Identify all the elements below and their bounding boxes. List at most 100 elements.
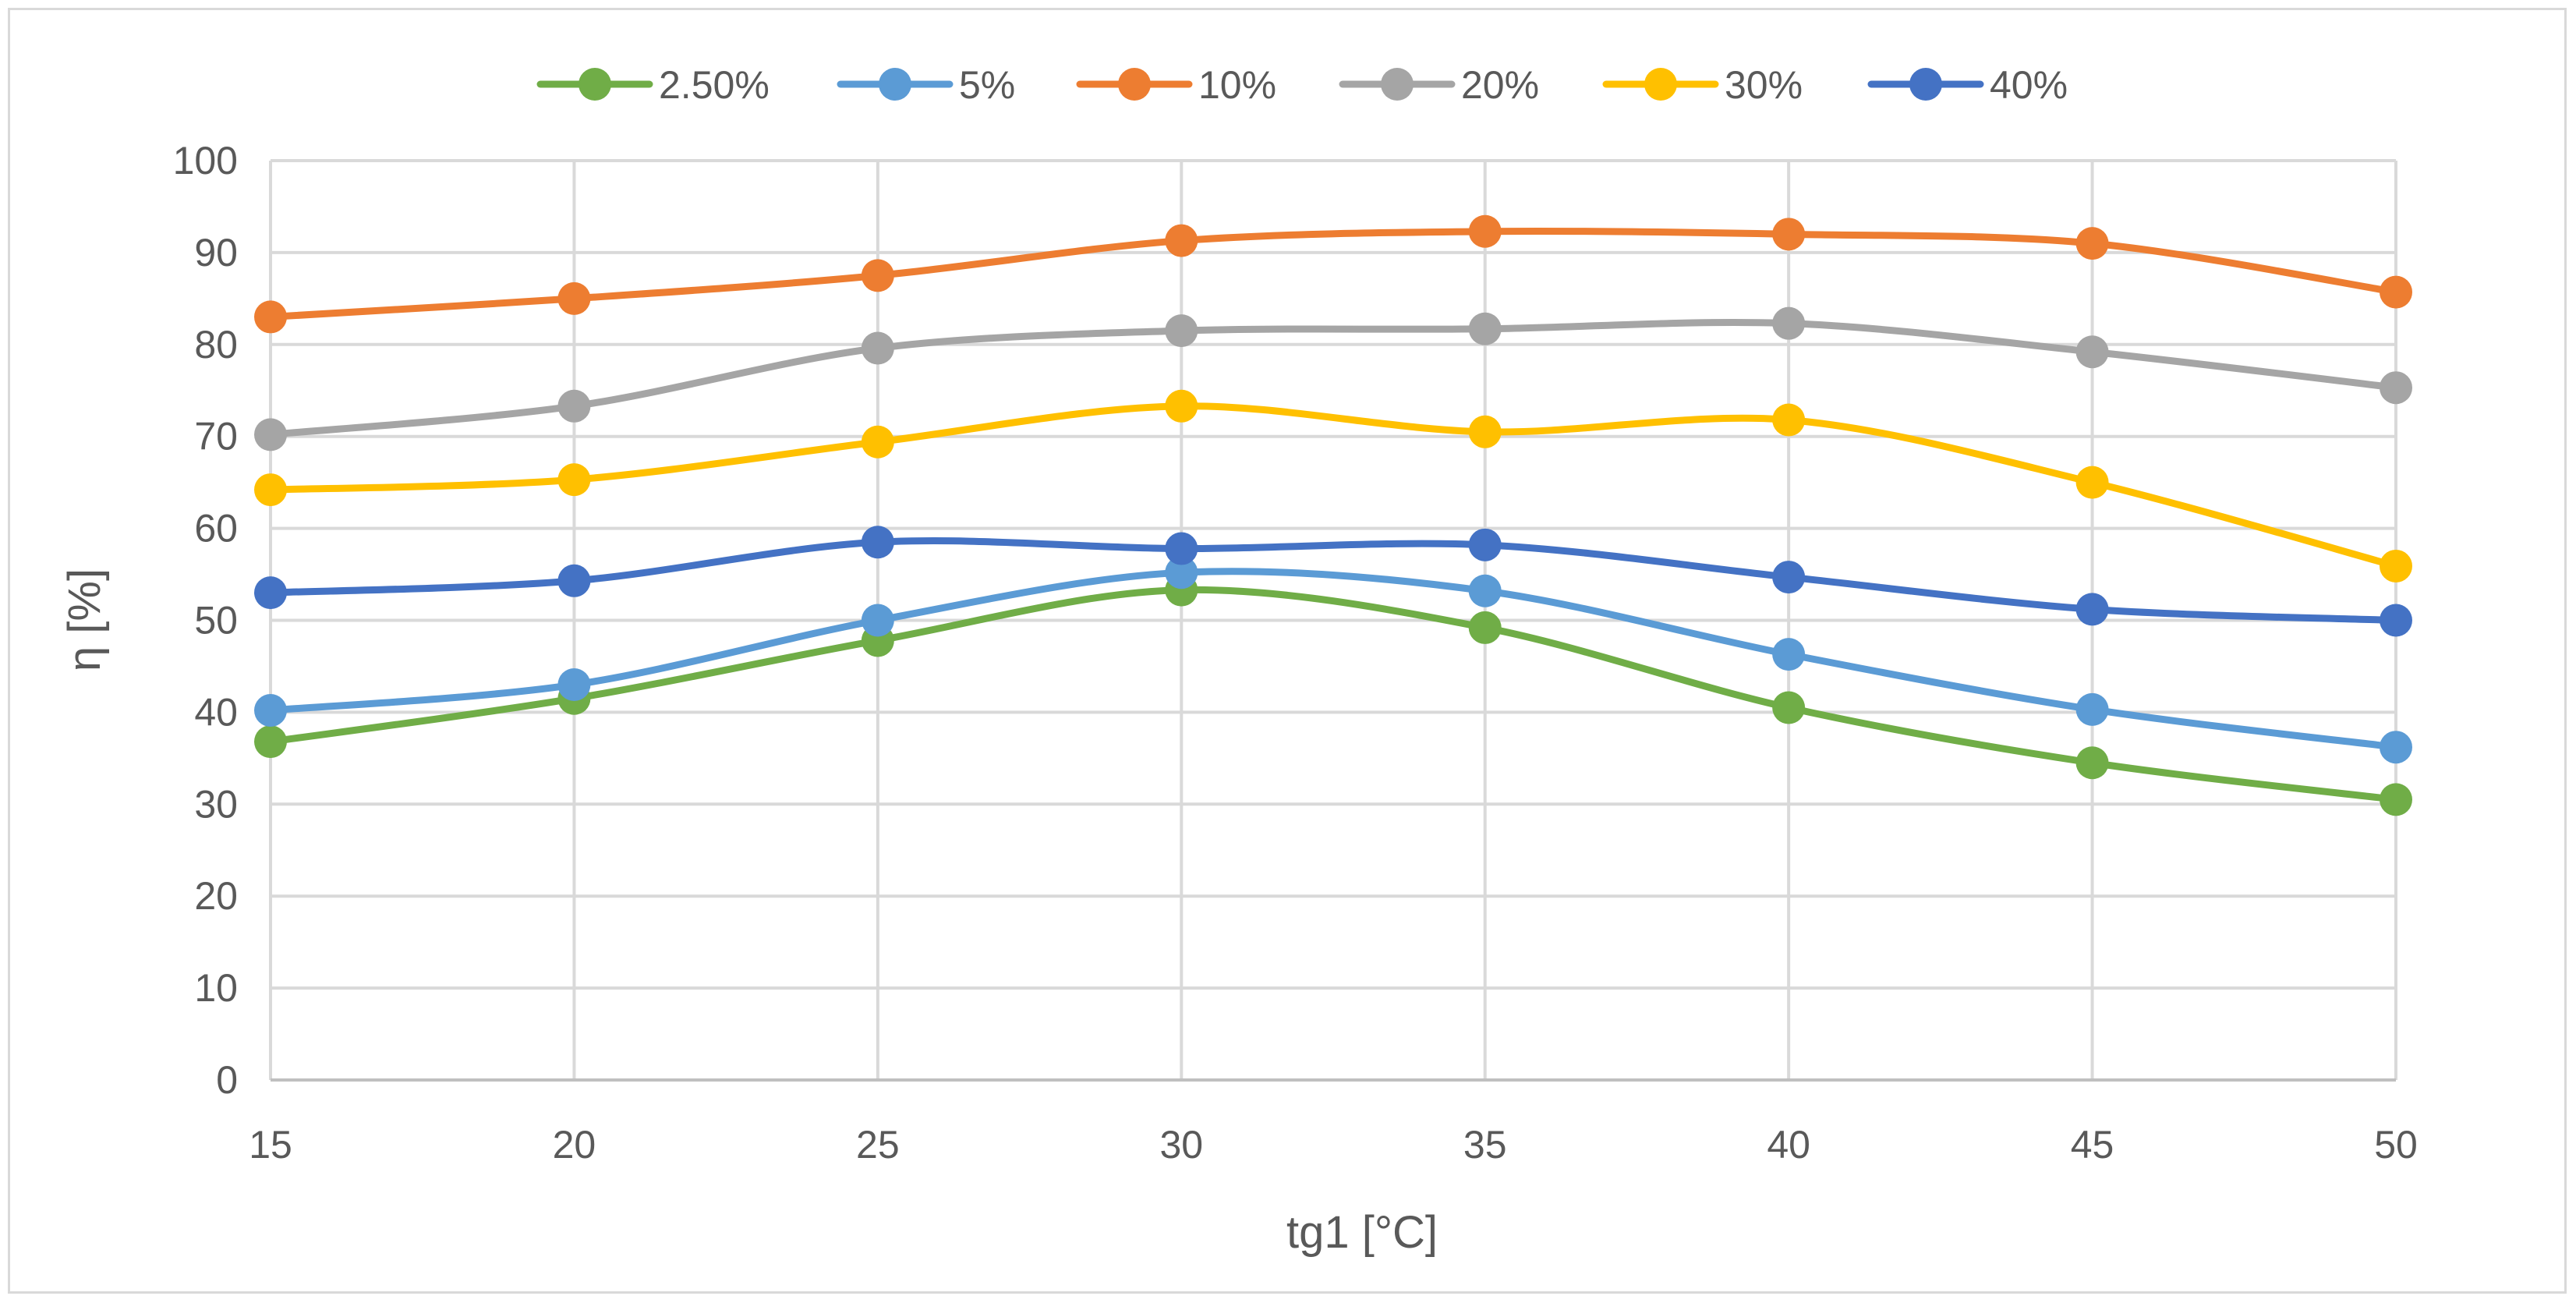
data-point: [1468, 574, 1502, 607]
x-tick-label: 35: [1463, 1123, 1507, 1167]
y-tick-label: 40: [194, 690, 238, 734]
legend-label: 10%: [1198, 63, 1276, 107]
series-line: [267, 227, 2400, 320]
data-point: [861, 425, 894, 459]
series-10%: [254, 214, 2412, 334]
data-point: [254, 576, 287, 610]
data-point: [1165, 314, 1198, 348]
data-point: [1468, 415, 1502, 448]
data-point: [254, 418, 287, 451]
data-point: [557, 564, 591, 597]
data-point: [861, 604, 894, 637]
y-tick-label: 90: [194, 231, 238, 274]
data-point: [1165, 532, 1198, 565]
legend-marker: [879, 68, 911, 101]
y-tick-label: 30: [194, 782, 238, 826]
data-point: [1468, 214, 1502, 248]
data-point: [2380, 371, 2412, 405]
data-point: [1468, 611, 1502, 644]
data-point: [2075, 335, 2109, 369]
data-point: [254, 473, 287, 507]
legend: 2.50% 5% 10% 20% 30% 40%: [536, 63, 2068, 107]
data-point: [254, 725, 287, 759]
data-point: [1468, 528, 1502, 561]
series-line: [267, 568, 2400, 751]
legend-marker: [1909, 68, 1942, 101]
data-point: [254, 300, 287, 334]
legend-label: 5%: [959, 63, 1015, 107]
x-tick-label: 15: [249, 1123, 292, 1167]
data-point: [2380, 783, 2412, 816]
legend-item: 20%: [1339, 63, 1539, 107]
data-point: [1772, 403, 1806, 437]
x-tick-label: 25: [856, 1123, 900, 1167]
legend-item: 2.50%: [536, 63, 770, 107]
data-point: [557, 668, 591, 702]
legend-marker: [579, 68, 611, 101]
series-line: [267, 537, 2400, 624]
data-point: [2380, 275, 2412, 309]
y-tick-label: 80: [194, 323, 238, 366]
data-point: [1165, 556, 1198, 590]
data-point: [2075, 466, 2109, 499]
legend-label: 40%: [1990, 63, 2068, 107]
legend-marker: [1381, 68, 1414, 101]
tick-labels: 0 10 20 30 40 50 60 70 80 90 100 15 20 25 30 35 40 45 50: [173, 139, 2418, 1167]
legend-marker: [1644, 68, 1677, 101]
legend-label: 2.50%: [659, 63, 770, 107]
legend-item: 40%: [1867, 63, 2068, 107]
y-tick-label: 0: [216, 1058, 238, 1102]
data-point: [1772, 306, 1806, 340]
data-point: [2075, 746, 2109, 780]
data-point: [861, 259, 894, 292]
series-30%: [254, 389, 2412, 582]
x-axis-title: tg1 [°C]: [1286, 1207, 1438, 1258]
data-point: [2380, 731, 2412, 764]
data-point: [1468, 312, 1502, 345]
x-tick-label: 50: [2374, 1123, 2418, 1167]
series-20%: [254, 306, 2412, 451]
x-tick-label: 20: [553, 1123, 596, 1167]
x-tick-label: 40: [1767, 1123, 1810, 1167]
series-group: [254, 214, 2412, 816]
y-tick-label: 10: [194, 966, 238, 1010]
data-point: [1772, 691, 1806, 724]
series-line: [267, 318, 2400, 438]
y-tick-label: 50: [194, 599, 238, 643]
y-tick-label: 70: [194, 415, 238, 459]
legend-label: 30%: [1725, 63, 1803, 107]
legend-marker: [1118, 68, 1151, 101]
grid-lines: [269, 159, 2397, 1080]
series-line: [267, 586, 2400, 803]
data-point: [2075, 227, 2109, 260]
x-tick-label: 30: [1159, 1123, 1203, 1167]
data-point: [2075, 692, 2109, 726]
data-point: [2380, 549, 2412, 582]
legend-item: 10%: [1076, 63, 1276, 107]
x-tick-label: 45: [2071, 1123, 2114, 1167]
data-point: [861, 526, 894, 559]
series-line: [267, 402, 2400, 570]
data-point: [557, 389, 591, 423]
data-point: [1772, 218, 1806, 251]
data-point: [557, 463, 591, 497]
data-point: [861, 331, 894, 365]
legend-label: 20%: [1461, 63, 1539, 107]
y-tick-label: 100: [173, 139, 238, 182]
data-point: [1772, 638, 1806, 671]
data-point: [254, 694, 287, 728]
series-40%: [254, 526, 2412, 637]
data-point: [1772, 561, 1806, 594]
data-point: [2380, 604, 2412, 637]
legend-item: 5%: [837, 63, 1015, 107]
y-tick-label: 20: [194, 874, 238, 918]
y-axis-title: η [%]: [59, 568, 110, 671]
y-tick-label: 60: [194, 507, 238, 551]
series-5%: [254, 556, 2412, 764]
legend-item: 30%: [1602, 63, 1803, 107]
data-point: [557, 281, 591, 315]
data-point: [1165, 389, 1198, 423]
data-point: [2075, 593, 2109, 626]
data-point: [1165, 224, 1198, 257]
